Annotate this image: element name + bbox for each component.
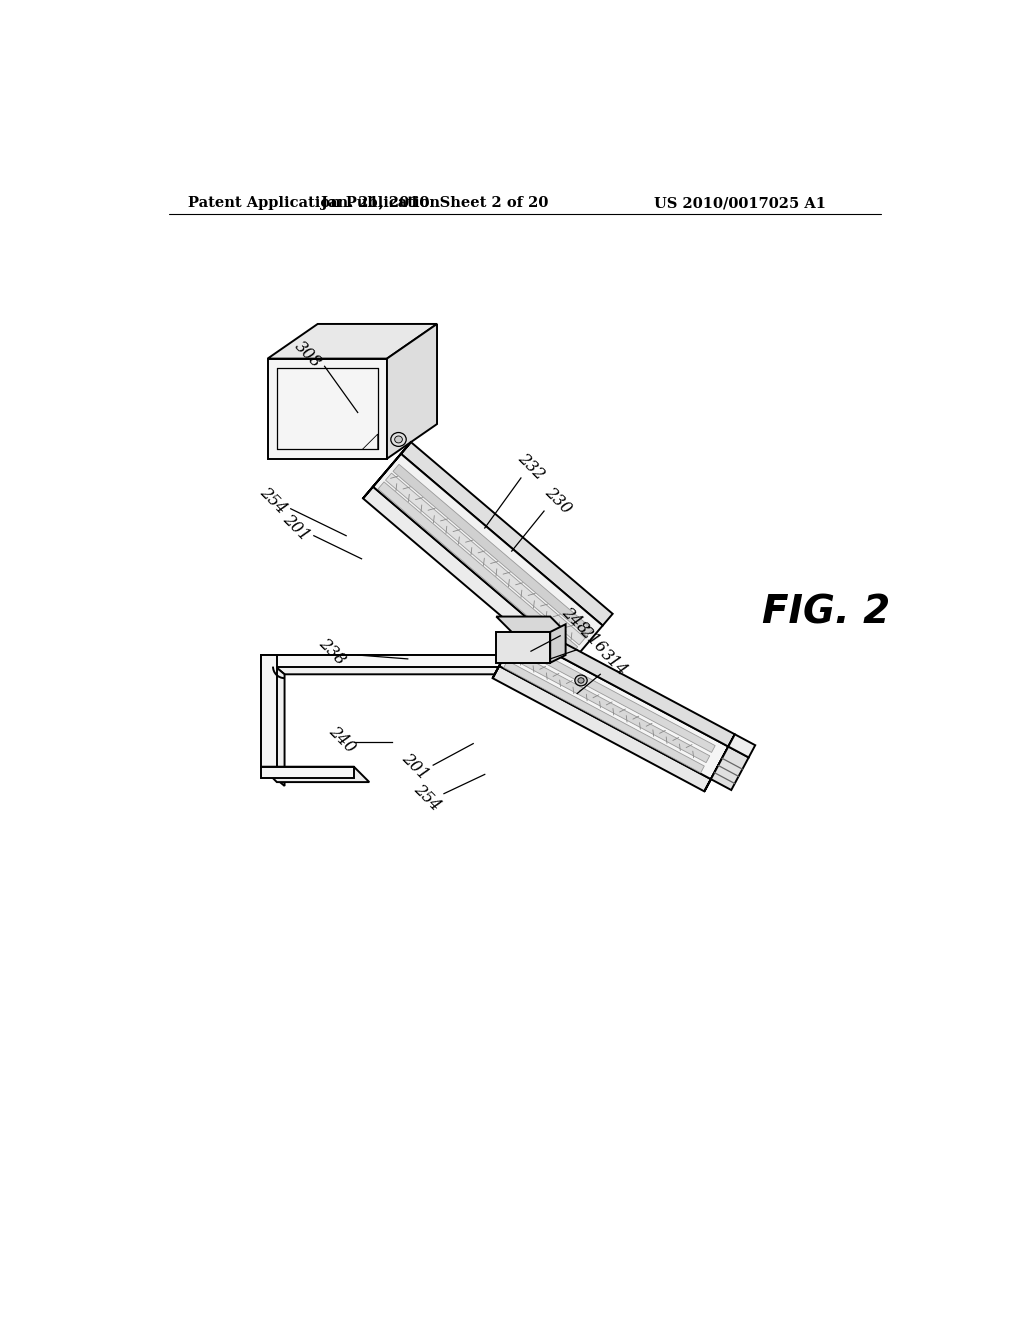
Polygon shape bbox=[539, 655, 562, 686]
Polygon shape bbox=[497, 616, 565, 632]
Text: Jan. 21, 2010  Sheet 2 of 20: Jan. 21, 2010 Sheet 2 of 20 bbox=[321, 197, 549, 210]
Polygon shape bbox=[499, 634, 728, 779]
Polygon shape bbox=[711, 747, 749, 791]
Polygon shape bbox=[261, 767, 370, 781]
Text: 254: 254 bbox=[411, 780, 443, 814]
Text: 238: 238 bbox=[315, 635, 349, 668]
Ellipse shape bbox=[391, 433, 407, 446]
Polygon shape bbox=[261, 767, 354, 779]
Ellipse shape bbox=[574, 675, 587, 686]
Text: 308: 308 bbox=[291, 338, 325, 371]
Text: 254: 254 bbox=[256, 484, 290, 517]
Text: 201: 201 bbox=[280, 511, 313, 545]
Text: 240: 240 bbox=[326, 723, 359, 756]
Text: 314: 314 bbox=[597, 645, 631, 680]
Polygon shape bbox=[393, 465, 593, 636]
Text: 201: 201 bbox=[398, 750, 432, 784]
Polygon shape bbox=[364, 442, 411, 499]
Polygon shape bbox=[378, 482, 578, 653]
Polygon shape bbox=[493, 667, 711, 792]
Polygon shape bbox=[267, 359, 387, 459]
Text: US 2010/0017025 A1: US 2010/0017025 A1 bbox=[654, 197, 826, 210]
Ellipse shape bbox=[394, 436, 402, 444]
Text: Patent Application Publication: Patent Application Publication bbox=[188, 197, 440, 210]
Ellipse shape bbox=[578, 677, 584, 684]
Polygon shape bbox=[364, 487, 574, 671]
Polygon shape bbox=[550, 624, 565, 663]
Polygon shape bbox=[705, 734, 735, 792]
Text: 232: 232 bbox=[514, 450, 548, 483]
Text: 216: 216 bbox=[575, 623, 609, 656]
Polygon shape bbox=[261, 655, 276, 767]
Polygon shape bbox=[401, 442, 612, 626]
Polygon shape bbox=[516, 622, 735, 747]
Polygon shape bbox=[497, 632, 550, 663]
Polygon shape bbox=[373, 454, 603, 659]
Text: FIG. 2: FIG. 2 bbox=[762, 594, 890, 632]
Polygon shape bbox=[504, 661, 705, 772]
Polygon shape bbox=[493, 622, 523, 678]
Text: 248: 248 bbox=[558, 603, 592, 638]
Polygon shape bbox=[728, 734, 756, 758]
Text: 230: 230 bbox=[541, 484, 574, 517]
Polygon shape bbox=[261, 655, 562, 675]
Polygon shape bbox=[509, 651, 710, 763]
Polygon shape bbox=[515, 640, 715, 752]
Polygon shape bbox=[261, 655, 539, 667]
Polygon shape bbox=[267, 323, 437, 359]
Polygon shape bbox=[261, 655, 285, 785]
Polygon shape bbox=[387, 323, 437, 459]
Polygon shape bbox=[385, 473, 585, 645]
